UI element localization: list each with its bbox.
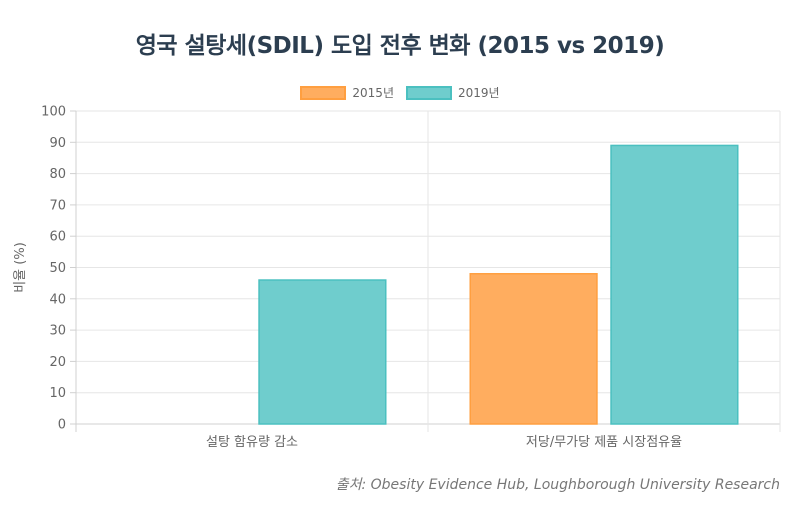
source-note: 출처: Obesity Evidence Hub, Loughborough U…: [335, 477, 780, 493]
y-tick-label-40: 40: [49, 292, 66, 307]
legend-item-2015[interactable]: 2015년: [300, 84, 394, 101]
y-tick-label-80: 80: [49, 167, 66, 182]
bar-0-1: [469, 273, 598, 425]
chart-title: 영국 설탕세(SDIL) 도입 전후 변화 (2015 vs 2019): [135, 33, 665, 59]
bar-1-0: [258, 279, 387, 425]
y-tick-label-70: 70: [49, 198, 66, 213]
y-tick-label-90: 90: [49, 136, 66, 151]
y-tick-label-50: 50: [49, 261, 66, 276]
y-tick-label-100: 100: [41, 105, 66, 120]
legend-swatch-2019: [406, 85, 452, 100]
y-axis-label: 비율 (%): [13, 242, 28, 293]
legend-swatch-2015: [300, 85, 347, 100]
y-tick-label-60: 60: [49, 230, 66, 245]
y-tick-label-30: 30: [49, 324, 66, 339]
x-tick-label-0: 설탕 함유량 감소: [206, 435, 298, 450]
x-tick-label-1: 저당/무가당 제품 시장점유율: [526, 435, 682, 450]
legend-label-2015: 2015년: [352, 86, 394, 100]
legend: 2015년 2019년: [0, 84, 800, 101]
bar-1-1: [610, 144, 739, 425]
legend-label-2019: 2019년: [458, 86, 500, 100]
y-tick-label-20: 20: [49, 355, 66, 370]
y-tick-label-0: 0: [58, 418, 66, 433]
legend-item-2019[interactable]: 2019년: [406, 84, 500, 101]
y-tick-label-10: 10: [49, 386, 66, 401]
